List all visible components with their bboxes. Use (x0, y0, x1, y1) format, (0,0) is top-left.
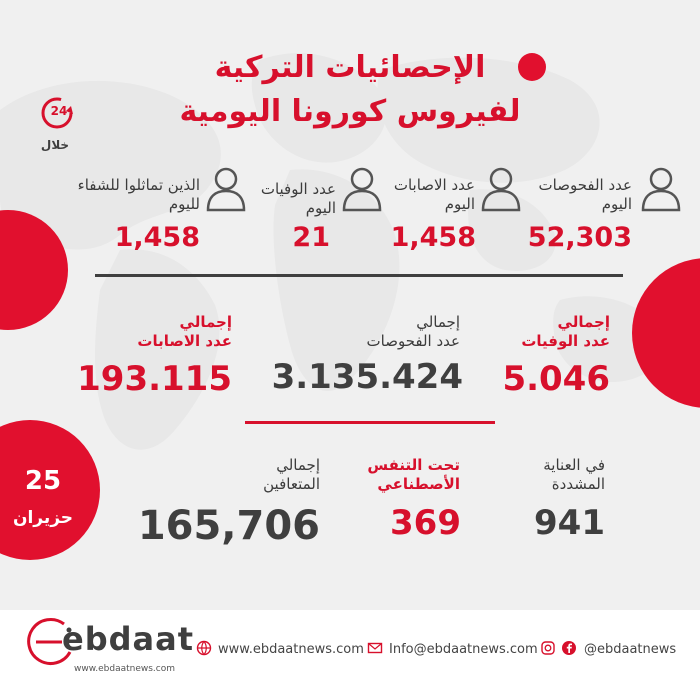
logo-wordmark: ebdaat (62, 620, 194, 658)
footer (0, 610, 700, 700)
daily-recovered-label: الذين تماثلوا للشفاء لليوم (77, 176, 200, 213)
globe-icon (196, 640, 212, 656)
divider (245, 421, 495, 424)
page-title-line1: الإحصائيات التركية (214, 50, 486, 85)
total-tests-value: 3.135.424 (271, 357, 463, 397)
person-icon (206, 167, 246, 212)
person-icon (342, 167, 382, 212)
total-cases-value: 193.115 (77, 359, 232, 399)
person-icon (641, 167, 681, 212)
person-icon (481, 167, 521, 212)
date-month: حزيران (12, 508, 74, 528)
ebdaat-logo-icon (27, 618, 72, 665)
daily-recovered-value: 1,458 (114, 222, 200, 253)
social-handle[interactable]: @ebdaatnews (584, 642, 677, 657)
total-cases-label: إجمالي عدد الاصابات (137, 313, 232, 350)
decor-circle-top (518, 53, 546, 81)
daily-cases-label: عدد الاصابات اليوم (393, 176, 475, 213)
divider (95, 274, 623, 277)
email-link[interactable]: Info@ebdaatnews.com (389, 642, 538, 657)
total-tests-label: إجمالي عدد الفحوصات (366, 313, 460, 350)
daily-cases-value: 1,458 (390, 222, 476, 253)
daily-deaths-label: عدد الوفيات اليوم (260, 180, 336, 217)
badge-number: 24 (50, 104, 68, 118)
total-deaths-value: 5.046 (502, 359, 610, 399)
logo-url: www.ebdaatnews.com (74, 664, 176, 674)
date-day: 25 (24, 466, 62, 496)
badge-label: خلال (40, 138, 70, 152)
daily-deaths-value: 21 (292, 222, 330, 253)
total-recovered-value: 165,706 (137, 503, 320, 549)
total-deaths-label: إجمالي عدد الوفيات (521, 313, 610, 350)
total-recovered-label: إجمالي المتعافين (263, 456, 320, 493)
ventilator-label: تحت التنفس الأصطناعي (367, 456, 460, 493)
icu-value: 941 (534, 503, 605, 543)
instagram-icon (541, 641, 555, 655)
email-icon (367, 642, 383, 654)
24h-icon (41, 97, 73, 129)
website-link[interactable]: www.ebdaatnews.com (218, 642, 364, 657)
icu-label: في العناية المشددة (543, 456, 605, 493)
page-title-line2: لفيروس كورونا اليومية (179, 94, 521, 129)
daily-tests-value: 52,303 (527, 222, 632, 253)
world-map-background (0, 0, 700, 620)
facebook-icon (562, 641, 576, 655)
daily-tests-label: عدد الفحوصات اليوم (538, 176, 632, 213)
ventilator-value: 369 (390, 503, 461, 543)
